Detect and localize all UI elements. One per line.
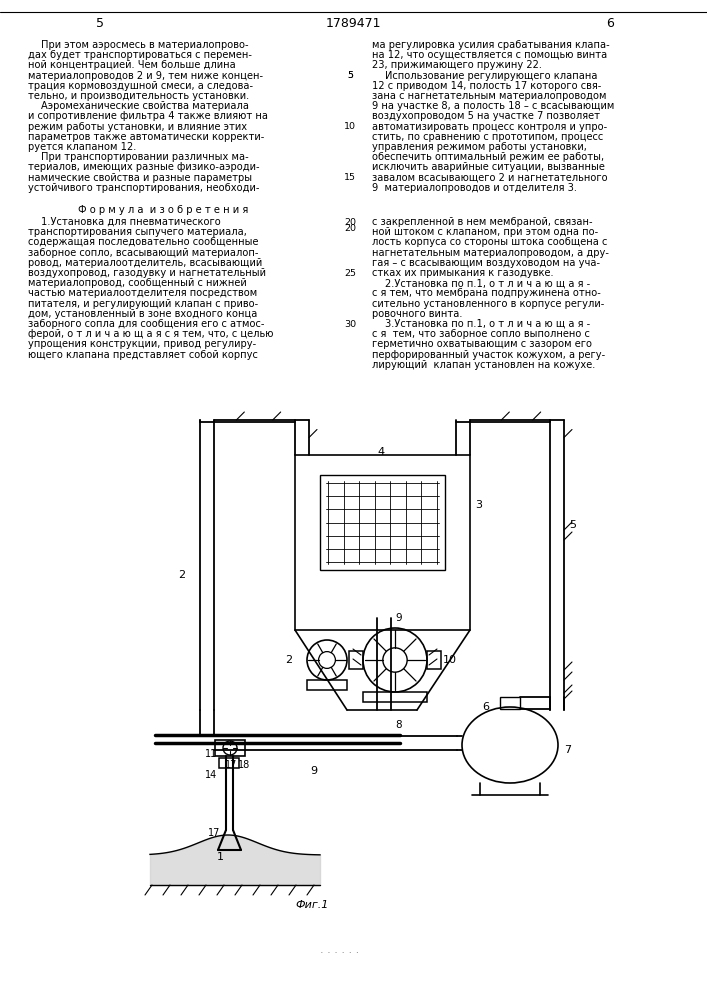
Text: упрощения конструкции, привод регулиру-: упрощения конструкции, привод регулиру- [28,339,256,349]
Text: ной концентрацией. Чем больше длина: ной концентрацией. Чем больше длина [28,60,235,70]
Text: 14: 14 [205,770,217,780]
Text: 5: 5 [347,71,353,80]
Text: 5: 5 [347,71,353,80]
Text: При этом аэросмесь в материалопрово-: При этом аэросмесь в материалопрово- [41,40,249,50]
Text: 1.Установка для пневматического: 1.Установка для пневматического [41,217,221,227]
Text: трация кормовоздушной смеси, а следова-: трация кормовоздушной смеси, а следова- [28,81,253,91]
Text: териалов, имеющих разные физико-аэроди-: териалов, имеющих разные физико-аэроди- [28,162,259,172]
Text: 18: 18 [238,760,250,770]
Text: дом, установленный в зоне входного конца: дом, установленный в зоне входного конца [28,309,257,319]
Text: ферой, о т л и ч а ю щ а я с я тем, что, с целью: ферой, о т л и ч а ю щ а я с я тем, что,… [28,329,274,339]
Text: 17: 17 [225,760,238,770]
Text: управления режимом работы установки,: управления режимом работы установки, [372,142,587,152]
Text: стить, по сравнению с прототипом, процесс: стить, по сравнению с прототипом, процес… [372,132,603,142]
Text: с я  тем, что заборное сопло выполнено с: с я тем, что заборное сопло выполнено с [372,329,590,339]
Text: 8: 8 [395,720,402,730]
Bar [427,651,441,669]
Text: с закрепленной в нем мембраной, связан-: с закрепленной в нем мембраной, связан- [372,217,592,227]
Text: 10: 10 [443,655,457,665]
Text: 9 на участке 8, а полость 18 – с всасывающим: 9 на участке 8, а полость 18 – с всасыва… [372,101,614,111]
Text: 1789471: 1789471 [325,17,381,30]
Text: ровочного винта.: ровочного винта. [372,309,462,319]
Text: гая – с всасывающим воздуховодом на уча-: гая – с всасывающим воздуховодом на уча- [372,258,600,268]
Text: нагнетательным материалопроводом, а дру-: нагнетательным материалопроводом, а дру- [372,248,609,258]
Text: устойчивого транспортирования, необходи-: устойчивого транспортирования, необходи- [28,183,259,193]
Text: дах будет транспортироваться с перемен-: дах будет транспортироваться с перемен- [28,50,252,60]
Text: обеспечить оптимальный режим ее работы,: обеспечить оптимальный режим ее работы, [372,152,604,162]
Text: 3.Установка по п.1, о т л и ч а ю щ а я -: 3.Установка по п.1, о т л и ч а ю щ а я … [385,319,590,329]
Text: 9: 9 [395,613,402,623]
Text: содержащая последовательно сообщенные: содержащая последовательно сообщенные [28,237,259,247]
Text: лость корпуса со стороны штока сообщена с: лость корпуса со стороны штока сообщена … [372,237,607,247]
Text: 7: 7 [564,745,571,755]
Text: 5: 5 [569,520,576,530]
Text: исключить аварийные ситуации, вызванные: исключить аварийные ситуации, вызванные [372,162,605,172]
Text: 12 с приводом 14, полость 17 которого свя-: 12 с приводом 14, полость 17 которого св… [372,81,602,91]
Text: 11: 11 [205,749,217,759]
Text: 2.Установка по п.1, о т л и ч а ю щ а я -: 2.Установка по п.1, о т л и ч а ю щ а я … [385,278,590,288]
Text: стках их примыкания к газодувке.: стках их примыкания к газодувке. [372,268,554,278]
Text: сительно установленного в корпусе регули-: сительно установленного в корпусе регули… [372,299,604,309]
Text: 20: 20 [344,218,356,227]
Text: 5: 5 [96,17,104,30]
Text: и сопротивление фильтра 4 также влияют на: и сопротивление фильтра 4 также влияют н… [28,111,268,121]
Text: 10: 10 [344,122,356,131]
Text: транспортирования сыпучего материала,: транспортирования сыпучего материала, [28,227,247,237]
Text: 6: 6 [606,17,614,30]
Text: 6: 6 [482,702,489,712]
Text: заборного сопла для сообщения его с атмос-: заборного сопла для сообщения его с атмо… [28,319,264,329]
Text: 15: 15 [344,173,356,182]
Bar [307,680,347,690]
Text: 23, прижимающего пружину 22.: 23, прижимающего пружину 22. [372,60,542,70]
Text: ющего клапана представляет собой корпус: ющего клапана представляет собой корпус [28,350,258,360]
Text: на 12, что осуществляется с помощью винта: на 12, что осуществляется с помощью винт… [372,50,607,60]
Text: 30: 30 [344,320,356,329]
Text: 9: 9 [310,766,317,776]
Bar [215,740,245,756]
Bar [363,692,427,702]
Text: 9  материалопроводов и отделителя 3.: 9 материалопроводов и отделителя 3. [372,183,577,193]
Text: материалопровод, сообщенный с нижней: материалопровод, сообщенный с нижней [28,278,247,288]
Text: с я тем, что мембрана подпружинена отно-: с я тем, что мембрана подпружинена отно- [372,288,601,298]
Text: воздухопроводом 5 на участке 7 позволяет: воздухопроводом 5 на участке 7 позволяет [372,111,600,121]
Text: Использование регулирующего клапана: Использование регулирующего клапана [385,71,597,81]
Bar [295,455,470,630]
Text: зана с нагнетательным материалопроводом: зана с нагнетательным материалопроводом [372,91,607,101]
Text: 4: 4 [378,447,385,457]
Text: воздухопровод, газодувку и нагнетательный: воздухопровод, газодувку и нагнетательны… [28,268,266,278]
Text: руется клапаном 12.: руется клапаном 12. [28,142,136,152]
Bar [219,758,239,768]
Text: завалом всасывающего 2 и нагнетательного: завалом всасывающего 2 и нагнетательного [372,173,607,183]
Text: материалопроводов 2 и 9, тем ниже концен-: материалопроводов 2 и 9, тем ниже концен… [28,71,263,81]
Text: режим работы установки, и влияние этих: режим работы установки, и влияние этих [28,122,247,132]
Text: 3: 3 [475,500,482,510]
Text: 17: 17 [208,828,221,838]
Text: параметров также автоматически корректи-: параметров также автоматически корректи- [28,132,264,142]
Text: При транспортировании различных ма-: При транспортировании различных ма- [41,152,249,162]
Text: перфорированный участок кожухом, а регу-: перфорированный участок кожухом, а регу- [372,350,605,360]
Bar [349,651,363,669]
Bar [320,475,445,570]
Text: намические свойства и разные параметры: намические свойства и разные параметры [28,173,252,183]
Text: 2: 2 [285,655,292,665]
Text: . . . . . .: . . . . . . [320,945,360,955]
Text: ровод, материалоотделитель, всасывающий: ровод, материалоотделитель, всасывающий [28,258,262,268]
Text: тельно, и производительность установки.: тельно, и производительность установки. [28,91,250,101]
Text: 2: 2 [178,570,185,580]
Text: частью материалоотделителя посредством: частью материалоотделителя посредством [28,288,257,298]
Text: Фиг.1: Фиг.1 [295,900,328,910]
Text: Аэромеханические свойства материала: Аэромеханические свойства материала [41,101,249,111]
Text: ной штоком с клапаном, при этом одна по-: ной штоком с клапаном, при этом одна по- [372,227,598,237]
Text: лирующий  клапан установлен на кожухе.: лирующий клапан установлен на кожухе. [372,360,595,370]
Text: 1: 1 [217,852,224,862]
Text: герметично охватывающим с зазором его: герметично охватывающим с зазором его [372,339,592,349]
Text: 25: 25 [344,269,356,278]
Text: Ф о р м у л а  и з о б р е т е н и я: Ф о р м у л а и з о б р е т е н и я [78,205,248,215]
Text: питателя, и регулирующий клапан с приво-: питателя, и регулирующий клапан с приво- [28,299,258,309]
Text: 20: 20 [344,224,356,233]
Text: автоматизировать процесс контроля и упро-: автоматизировать процесс контроля и упро… [372,122,607,132]
Text: ма регулировка усилия срабатывания клапа-: ма регулировка усилия срабатывания клапа… [372,40,609,50]
Text: заборное сопло, всасывающий материалоп-: заборное сопло, всасывающий материалоп- [28,248,259,258]
Bar [500,697,520,709]
